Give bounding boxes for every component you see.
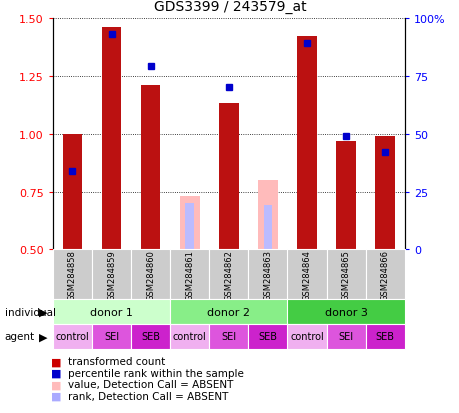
Bar bbox=[326, 250, 365, 299]
Bar bbox=[248, 324, 287, 349]
Bar bbox=[263, 206, 272, 250]
Text: donor 2: donor 2 bbox=[207, 307, 250, 317]
Text: ■: ■ bbox=[50, 391, 61, 401]
Text: GSM284863: GSM284863 bbox=[263, 249, 272, 300]
Bar bbox=[53, 250, 92, 299]
Bar bbox=[336, 141, 355, 250]
Text: SEB: SEB bbox=[375, 332, 394, 342]
Text: ■: ■ bbox=[50, 356, 61, 366]
Bar bbox=[170, 299, 287, 324]
Text: GSM284866: GSM284866 bbox=[380, 249, 389, 300]
Text: ▶: ▶ bbox=[39, 307, 48, 317]
Bar bbox=[170, 324, 209, 349]
Bar bbox=[53, 299, 170, 324]
Bar bbox=[62, 134, 82, 250]
Text: GSM284860: GSM284860 bbox=[146, 249, 155, 300]
Text: percentile rank within the sample: percentile rank within the sample bbox=[68, 368, 243, 378]
Text: donor 3: donor 3 bbox=[324, 307, 367, 317]
Bar bbox=[101, 28, 121, 250]
Text: control: control bbox=[173, 332, 206, 342]
Bar bbox=[287, 250, 326, 299]
Bar bbox=[131, 250, 170, 299]
Text: ■: ■ bbox=[50, 368, 61, 378]
Text: GSM284865: GSM284865 bbox=[341, 249, 350, 300]
Bar bbox=[218, 104, 238, 250]
Text: value, Detection Call = ABSENT: value, Detection Call = ABSENT bbox=[68, 380, 233, 389]
Text: GSM284862: GSM284862 bbox=[224, 249, 233, 300]
Bar bbox=[131, 324, 170, 349]
Text: transformed count: transformed count bbox=[68, 356, 165, 366]
Text: SEB: SEB bbox=[258, 332, 277, 342]
Bar bbox=[53, 324, 92, 349]
Text: GSM284858: GSM284858 bbox=[68, 249, 77, 300]
Text: agent: agent bbox=[5, 332, 34, 342]
Text: ■: ■ bbox=[50, 380, 61, 389]
Text: GSM284859: GSM284859 bbox=[107, 249, 116, 300]
Bar bbox=[179, 197, 199, 250]
Bar bbox=[209, 324, 248, 349]
Bar bbox=[209, 250, 248, 299]
Text: GDS3399 / 243579_at: GDS3399 / 243579_at bbox=[153, 0, 306, 14]
Bar bbox=[92, 250, 131, 299]
Bar bbox=[170, 250, 209, 299]
Bar bbox=[185, 204, 194, 250]
Bar bbox=[92, 324, 131, 349]
Bar bbox=[375, 137, 394, 250]
Text: SEB: SEB bbox=[141, 332, 160, 342]
Bar bbox=[257, 180, 277, 250]
Text: SEI: SEI bbox=[104, 332, 119, 342]
Text: SEI: SEI bbox=[338, 332, 353, 342]
Text: control: control bbox=[290, 332, 323, 342]
Text: rank, Detection Call = ABSENT: rank, Detection Call = ABSENT bbox=[68, 391, 228, 401]
Text: GSM284861: GSM284861 bbox=[185, 249, 194, 300]
Bar bbox=[326, 324, 365, 349]
Bar bbox=[365, 250, 404, 299]
Bar bbox=[248, 250, 287, 299]
Text: ▶: ▶ bbox=[39, 332, 48, 342]
Text: individual: individual bbox=[5, 307, 56, 317]
Text: control: control bbox=[56, 332, 89, 342]
Text: donor 1: donor 1 bbox=[90, 307, 133, 317]
Text: GSM284864: GSM284864 bbox=[302, 249, 311, 300]
Bar bbox=[140, 85, 160, 250]
Bar bbox=[287, 324, 326, 349]
Text: SEI: SEI bbox=[221, 332, 236, 342]
Bar bbox=[297, 37, 316, 250]
Bar bbox=[365, 324, 404, 349]
Bar bbox=[287, 299, 404, 324]
